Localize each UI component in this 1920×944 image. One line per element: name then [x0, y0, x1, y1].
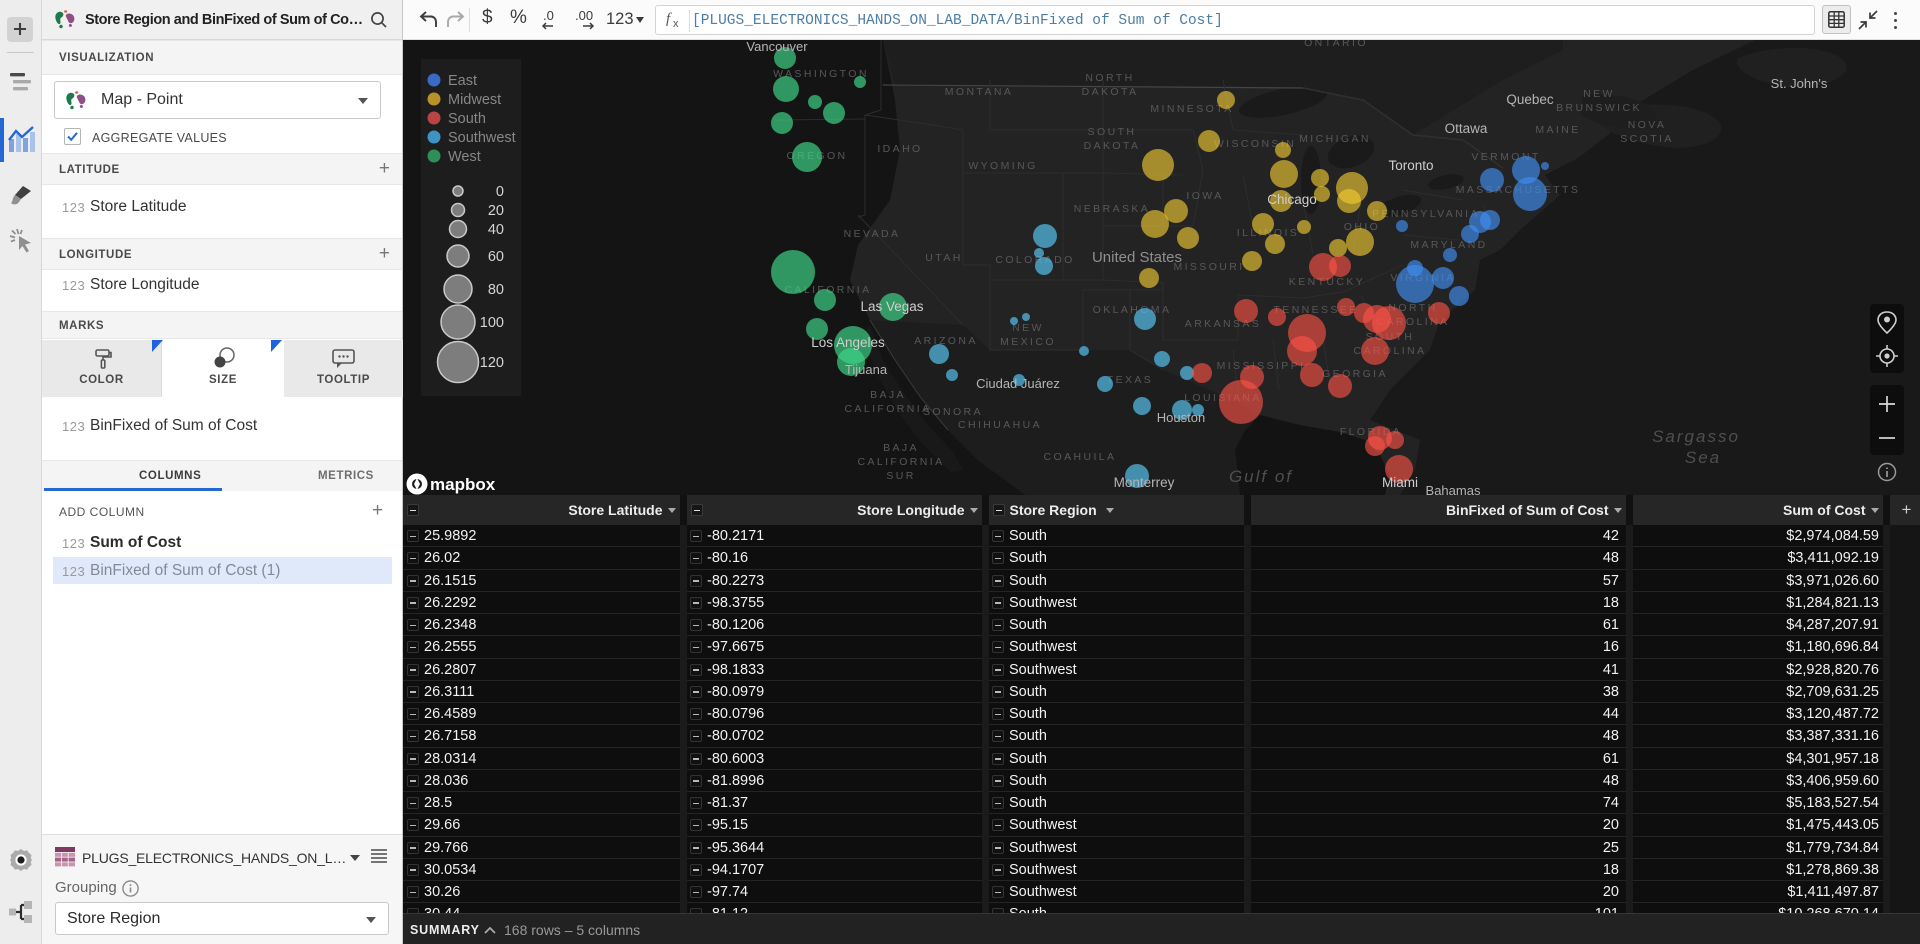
svg-text:Quebec: Quebec [1506, 92, 1554, 107]
svg-text:Monterrey: Monterrey [1114, 475, 1175, 490]
svg-text:Las Vegas: Las Vegas [860, 299, 923, 314]
svg-text:Chicago: Chicago [1267, 192, 1317, 207]
svg-text:Midwest: Midwest [448, 92, 501, 108]
svg-text:SONORA: SONORA [923, 406, 983, 418]
svg-text:NORTH: NORTH [1085, 72, 1134, 84]
svg-text:Southwest: Southwest [448, 130, 516, 146]
svg-text:KENTUCKY: KENTUCKY [1289, 276, 1365, 288]
svg-text:COAHUILA: COAHUILA [1044, 451, 1117, 463]
svg-text:Ottawa: Ottawa [1445, 121, 1488, 136]
svg-text:Gulf of: Gulf of [1229, 467, 1293, 486]
svg-text:SOUTH: SOUTH [1088, 126, 1137, 138]
svg-text:St. John's: St. John's [1771, 76, 1828, 91]
svg-text:SCOTIA: SCOTIA [1620, 133, 1674, 145]
svg-text:PENNSYLVANIA: PENNSYLVANIA [1372, 208, 1480, 220]
svg-text:40: 40 [488, 222, 504, 238]
svg-text:WYOMING: WYOMING [968, 160, 1037, 172]
svg-text:MINNESOTA: MINNESOTA [1150, 103, 1233, 115]
svg-text:CALIFORNIA: CALIFORNIA [844, 403, 931, 415]
svg-text:OKLAHOMA: OKLAHOMA [1093, 304, 1172, 316]
svg-text:IDAHO: IDAHO [877, 143, 922, 155]
svg-text:Tijuana: Tijuana [845, 362, 888, 377]
svg-text:TEXAS: TEXAS [1107, 374, 1153, 386]
svg-text:0: 0 [496, 184, 504, 200]
svg-text:DAKOTA: DAKOTA [1084, 140, 1141, 152]
svg-text:NEVADA: NEVADA [844, 228, 901, 240]
svg-text:Bahamas: Bahamas [1426, 483, 1481, 495]
svg-text:.00: .00 [575, 8, 593, 23]
svg-text:NEBRASKA: NEBRASKA [1074, 203, 1150, 215]
svg-text:Sea: Sea [1685, 448, 1721, 467]
svg-text:South: South [448, 111, 486, 127]
svg-text:East: East [448, 73, 477, 89]
svg-text:DAKOTA: DAKOTA [1082, 86, 1139, 98]
svg-text:120: 120 [480, 355, 504, 371]
svg-text:60: 60 [488, 249, 504, 265]
svg-text:UTAH: UTAH [925, 252, 962, 264]
svg-text:Houston: Houston [1157, 410, 1205, 425]
svg-text:Vancouver: Vancouver [746, 40, 808, 54]
svg-text:MONTANA: MONTANA [945, 86, 1014, 98]
svg-text:Toronto: Toronto [1388, 158, 1433, 173]
svg-text:WASHINGTON: WASHINGTON [773, 68, 869, 80]
svg-text:80: 80 [488, 282, 504, 298]
svg-text:Sargasso: Sargasso [1652, 427, 1740, 446]
svg-text:MAINE: MAINE [1535, 124, 1580, 136]
svg-text:ONTARIO: ONTARIO [1304, 40, 1368, 49]
svg-text:Miami: Miami [1382, 475, 1418, 490]
svg-text:BRUNSWICK: BRUNSWICK [1556, 102, 1642, 114]
svg-text:MISSISSIPPI: MISSISSIPPI [1217, 360, 1306, 372]
svg-text:CALIFORNIA: CALIFORNIA [857, 456, 944, 468]
svg-text:CHIHUAHUA: CHIHUAHUA [958, 419, 1042, 431]
svg-text:COLORADO: COLORADO [995, 254, 1074, 266]
svg-text:NEW: NEW [1583, 88, 1615, 100]
svg-text:IOWA: IOWA [1186, 190, 1223, 202]
svg-text:Los Angeles: Los Angeles [811, 335, 885, 350]
svg-text:ARIZONA: ARIZONA [914, 335, 977, 347]
svg-text:WISCONSIN: WISCONSIN [1214, 138, 1296, 150]
svg-text:West: West [448, 149, 481, 165]
svg-text:MICHIGAN: MICHIGAN [1299, 133, 1371, 145]
svg-text:mapbox: mapbox [430, 475, 496, 494]
svg-text:Ciudad Juárez: Ciudad Juárez [976, 376, 1060, 391]
svg-text:NOVA: NOVA [1628, 119, 1667, 131]
svg-text:BAJA: BAJA [883, 442, 919, 454]
svg-text:OHIO: OHIO [1344, 221, 1380, 233]
svg-text:NEW: NEW [1012, 322, 1044, 334]
svg-text:MISSOURI: MISSOURI [1173, 261, 1244, 273]
svg-text:SUR: SUR [886, 470, 915, 482]
svg-text:United States: United States [1092, 249, 1182, 266]
svg-text:100: 100 [480, 315, 504, 331]
svg-text:MEXICO: MEXICO [1000, 336, 1056, 348]
svg-text:TENNESSEE: TENNESSEE [1273, 304, 1358, 316]
svg-text:BAJA: BAJA [870, 389, 906, 401]
svg-text:.0: .0 [543, 8, 554, 23]
svg-text:20: 20 [488, 203, 504, 219]
